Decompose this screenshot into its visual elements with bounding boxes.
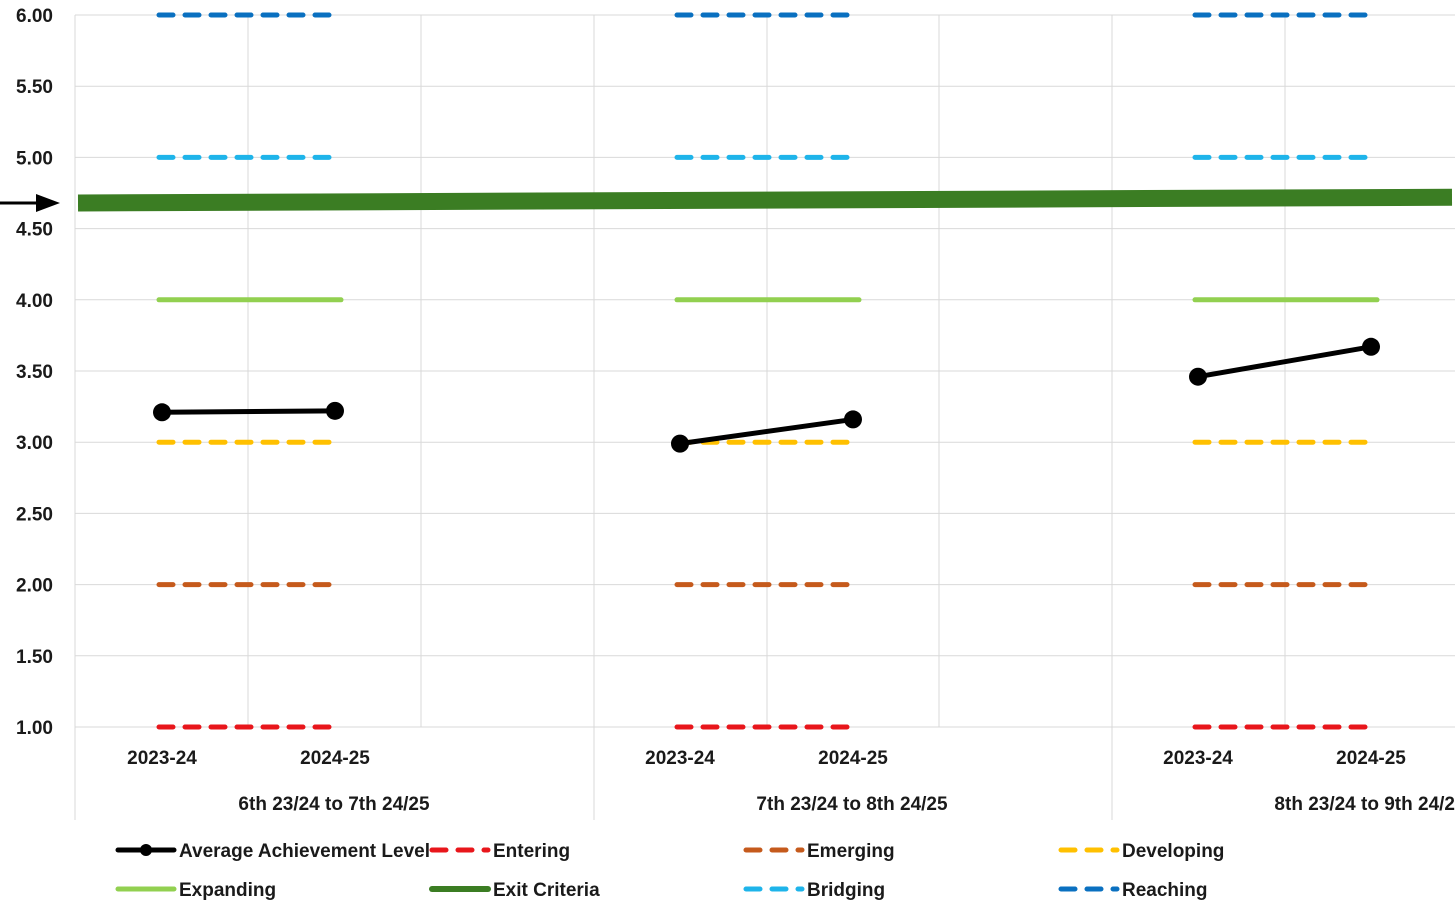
legend-label: Entering: [493, 841, 570, 862]
x-tick-label: 2024-25: [818, 748, 888, 769]
legend: Average Achievement Level Entering Emergin…: [115, 841, 1224, 901]
legend-label: Developing: [1122, 841, 1224, 862]
gridlines: [74, 14, 1455, 820]
exit-criteria-band: [77, 188, 1453, 212]
x-tick-label: 2024-25: [1336, 748, 1406, 769]
y-tick-label: 5.50: [16, 77, 53, 98]
average-line: [161, 408, 336, 415]
average-point: [326, 401, 344, 420]
y-tick-label: 1.50: [16, 647, 53, 668]
exit-criteria-arrow: [0, 194, 60, 212]
legend-label: Average Achievement Level: [179, 841, 430, 862]
average-series: [153, 337, 1380, 453]
y-tick-label: 1.00: [16, 718, 53, 739]
legend-label: Expanding: [179, 880, 276, 901]
legend-label: Bridging: [807, 880, 885, 901]
x-tick-label: 2023-24: [645, 748, 715, 769]
legend-label: Emerging: [807, 841, 895, 862]
legend-marker: [140, 844, 152, 856]
average-point: [671, 434, 689, 453]
y-tick-label: 2.00: [16, 576, 53, 597]
x-tick-label: 2023-24: [127, 748, 197, 769]
group-label: 8th 23/24 to 9th 24/25: [1274, 794, 1455, 815]
average-line: [1197, 344, 1372, 380]
y-tick-label: 6.00: [16, 6, 53, 27]
average-point: [1362, 337, 1380, 356]
y-tick-label: 4.50: [16, 220, 53, 241]
y-tick-label: 3.50: [16, 362, 53, 383]
average-point: [1189, 367, 1207, 386]
exit-criteria-line: [77, 188, 1453, 212]
y-tick-label: 2.50: [16, 504, 53, 525]
y-tick-label: 5.00: [16, 148, 53, 169]
legend-label: Reaching: [1122, 880, 1208, 901]
level-lines: [156, 12, 1380, 730]
y-tick-label: 3.00: [16, 433, 53, 454]
average-point: [153, 403, 171, 422]
group-label: 7th 23/24 to 8th 24/25: [756, 794, 948, 815]
average-point: [844, 410, 862, 429]
x-tick-label: 2023-24: [1163, 748, 1233, 769]
x-tick-label: 2024-25: [300, 748, 370, 769]
average-line: [679, 416, 854, 447]
group-label: 6th 23/24 to 7th 24/25: [238, 794, 430, 815]
legend-label: Exit Criteria: [493, 880, 600, 901]
x-axis: 2023-24 2024-25 6th 23/24 to 7th 24/25 2023…: [127, 748, 1455, 815]
y-tick-label: 4.00: [16, 291, 53, 312]
y-axis: 1.00 1.50 2.00 2.50 3.00 3.50 4.00 4.50 5.00 5.50…: [16, 6, 53, 739]
